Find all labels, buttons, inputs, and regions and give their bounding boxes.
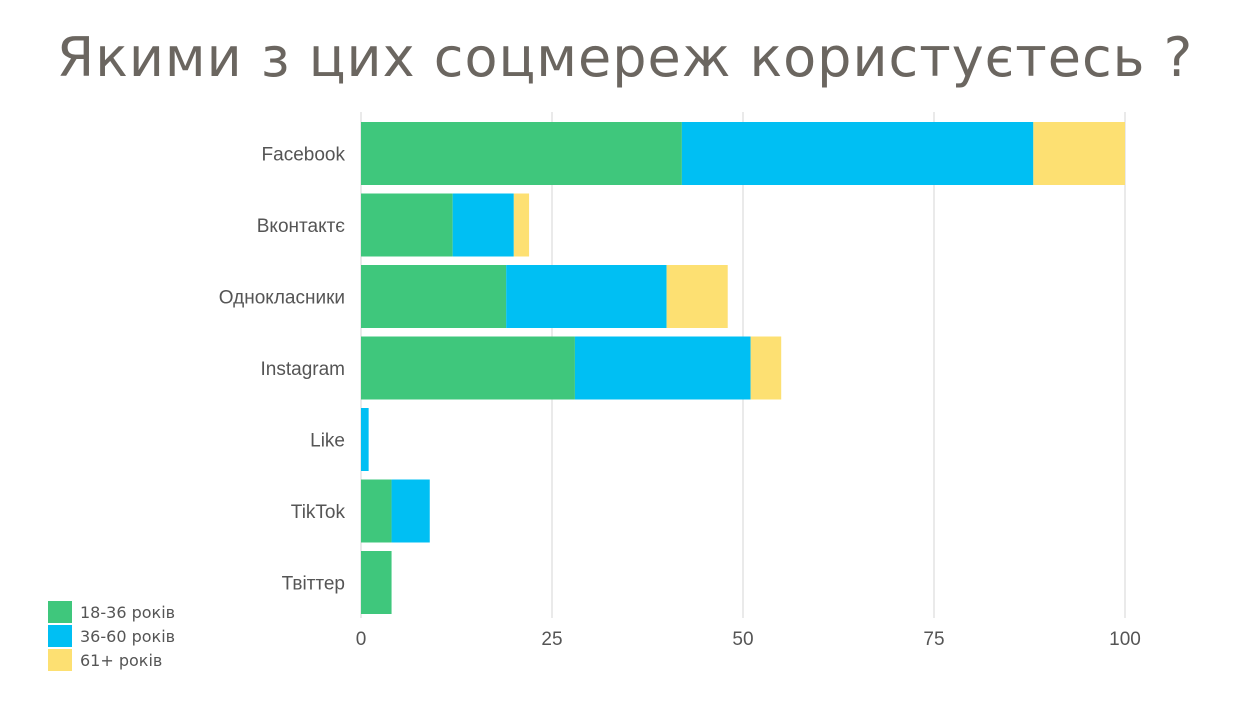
bar-segment [361,193,453,257]
bar-segment [361,479,392,543]
x-tick-label: 25 [541,629,562,650]
x-tick-label: 100 [1109,629,1141,650]
category-label: Instagram [261,359,345,380]
bar-segment [1033,122,1125,185]
legend-item-18-36: 18-36 років [48,600,175,624]
bar-segment [391,479,430,543]
bar-segment [574,336,751,400]
legend-label: 61+ років [80,650,163,670]
bar-segment [681,122,1034,185]
category-label: TikTok [291,502,346,523]
legend-label: 36-60 років [80,626,176,646]
chart-title: Якими з цих соцмереж користуєтесь ? [56,26,1194,89]
x-axis-ticks: 0 25 50 75 100 [356,629,1141,650]
legend-item-36-60: 36-60 років [48,624,175,648]
x-tick-label: 75 [923,629,944,650]
legend: 18-36 років 36-60 років 61+ років [48,600,175,672]
bar-segment [666,265,728,328]
legend-swatch-18-36 [48,601,72,623]
category-label: Однокласники [219,288,345,309]
category-label: Like [310,431,345,452]
bar-segment [506,265,667,328]
bar-segment [361,265,507,328]
bar-segment [361,551,392,614]
legend-swatch-61-plus [48,649,72,671]
x-tick-label: 50 [732,629,753,650]
bar-segment [361,336,575,400]
bar-segment [750,336,782,400]
legend-label: 18-36 років [80,602,176,622]
legend-swatch-36-60 [48,625,72,647]
bar-segment [513,193,530,257]
bar-segment [452,193,514,257]
category-labels: Facebook Вконтактє Однокласники Instagram Li… [219,145,346,595]
bar-segment [361,122,682,185]
legend-item-61-plus: 61+ років [48,648,175,672]
x-tick-label: 0 [356,629,367,650]
category-label: Твіттер [282,574,345,595]
category-label: Вконтактє [257,216,346,237]
category-label: Facebook [262,145,346,166]
bar-segment [361,408,369,471]
bars [361,122,1125,614]
